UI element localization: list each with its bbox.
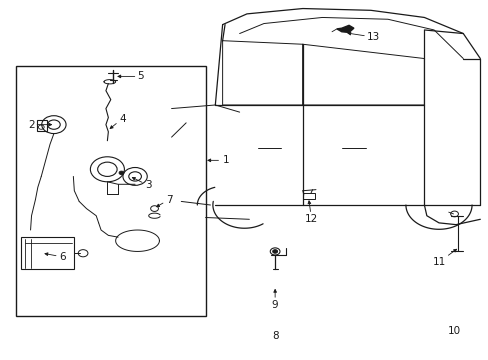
Bar [302, 193, 314, 199]
Bar [16, 66, 205, 316]
Text: 2: 2 [28, 120, 51, 130]
Bar [37, 120, 47, 131]
Text: 10: 10 [447, 326, 460, 336]
Text: 12: 12 [305, 201, 318, 224]
Text: 7: 7 [156, 195, 172, 207]
Text: 9: 9 [271, 289, 278, 310]
Text: 8: 8 [271, 331, 278, 341]
Text: 4: 4 [110, 113, 125, 129]
Text: 6: 6 [45, 252, 65, 262]
Bar [21, 237, 74, 269]
Text: 1: 1 [207, 156, 229, 165]
Polygon shape [336, 25, 353, 32]
Circle shape [119, 171, 123, 175]
Text: 3: 3 [132, 177, 151, 190]
Text: 5: 5 [118, 71, 144, 81]
Text: 13: 13 [347, 32, 380, 42]
Circle shape [272, 249, 277, 253]
Text: 11: 11 [431, 249, 456, 267]
